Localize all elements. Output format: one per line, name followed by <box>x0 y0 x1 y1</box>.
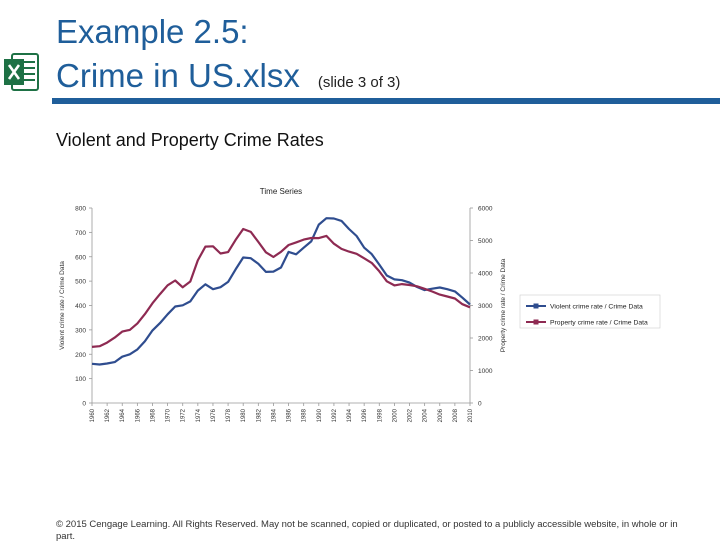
right-y-tick-label: 4000 <box>478 271 493 278</box>
slide-subtitle: Violent and Property Crime Rates <box>56 130 324 150</box>
x-tick-label: 1960 <box>90 408 96 422</box>
x-tick-label: 2010 <box>468 408 474 422</box>
left-y-tick-label: 200 <box>75 352 86 359</box>
series-line-2 <box>91 227 471 348</box>
excel-icon <box>2 50 40 94</box>
x-tick-label: 2004 <box>423 408 429 422</box>
time-series-chart: Time Series 0 100 200 300 400 500 600 700 800 0 100… <box>50 180 665 435</box>
x-tick-label: 1970 <box>166 408 172 422</box>
x-tick-label: 1976 <box>211 408 217 422</box>
x-tick-label: 1968 <box>150 408 156 422</box>
left-y-tick-label: 600 <box>75 254 86 261</box>
left-y-tick-label: 500 <box>75 279 86 286</box>
x-tick-label: 2002 <box>408 408 414 422</box>
left-y-axis-label: Violent crime rate / Crime Data <box>59 261 66 350</box>
x-tick-label: 1994 <box>347 408 353 422</box>
x-tick-label: 1974 <box>196 408 202 422</box>
chart-title: Time Series <box>260 187 302 196</box>
slide-note: (slide 3 of 3) <box>317 74 401 91</box>
right-y-tick-label: 5000 <box>478 238 493 245</box>
x-tick-label: 1980 <box>241 408 247 422</box>
x-tick-label: 1984 <box>271 408 277 422</box>
left-y-tick-label: 700 <box>75 230 86 237</box>
x-tick-label: 1982 <box>256 408 262 422</box>
right-y-tick-label: 3000 <box>478 303 493 310</box>
x-tick-label: 2000 <box>392 408 398 422</box>
copyright-footer: © 2015 Cengage Learning. All Rights Rese… <box>56 519 678 542</box>
series-line-1 <box>91 217 471 366</box>
left-y-tick-label: 100 <box>75 376 86 383</box>
legend-marker-1 <box>533 303 539 309</box>
left-y-tick-label: 400 <box>75 303 86 310</box>
x-tick-label: 2008 <box>453 408 459 422</box>
left-y-tick-label: 300 <box>75 327 86 334</box>
title-line-1: Example 2.5: <box>56 13 249 50</box>
legend-label-2: Property crime rate / Crime Data <box>550 320 648 327</box>
legend-marker-2 <box>533 319 539 325</box>
x-tick-label: 1986 <box>287 408 293 422</box>
x-tick-label: 1988 <box>302 408 308 422</box>
title-filename: Crime in US.xlsx <box>56 57 300 94</box>
x-tick-label: 1972 <box>181 408 187 422</box>
right-y-tick-label: 6000 <box>478 206 493 213</box>
x-tick-label: 1990 <box>317 408 323 422</box>
right-y-axis-label: Property crime rate / Crime Data <box>500 258 507 352</box>
x-tick-label: 1964 <box>120 408 126 422</box>
x-tick-label: 1992 <box>332 408 338 422</box>
left-y-tick-label: 0 <box>82 401 86 408</box>
right-y-tick-label: 2000 <box>478 336 493 343</box>
x-tick-label: 1996 <box>362 408 368 422</box>
left-y-tick-label: 800 <box>75 206 86 213</box>
x-tick-label: 1998 <box>377 408 383 422</box>
right-y-tick-label: 1000 <box>478 368 493 375</box>
title-divider <box>0 98 720 104</box>
title-line-2: Crime in US.xlsx (slide 3 of 3) <box>56 54 400 105</box>
x-tick-label: 2006 <box>438 408 444 422</box>
right-y-tick-label: 0 <box>478 401 482 408</box>
x-tick-label: 1966 <box>135 408 141 422</box>
x-tick-label: 1978 <box>226 408 232 422</box>
slide-title: Example 2.5: Crime in US.xlsx (slide 3 of… <box>56 10 400 105</box>
legend-label-1: Violent crime rate / Crime Data <box>550 304 643 311</box>
x-tick-label: 1962 <box>105 408 111 422</box>
